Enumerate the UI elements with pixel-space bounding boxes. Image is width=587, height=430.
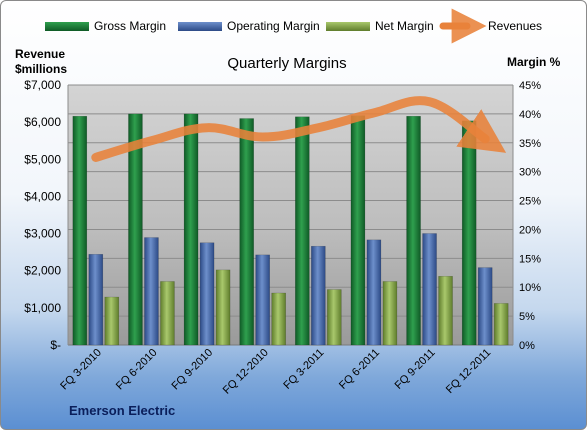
legend-revenues: Revenues — [439, 18, 542, 34]
category-label: FQ 6-2011 — [337, 347, 382, 392]
right-axis-label: Margin % — [507, 55, 561, 69]
company-name: Emerson Electric — [69, 403, 176, 418]
bar-gross-margin — [350, 115, 366, 346]
bar-net-margin — [160, 281, 175, 346]
left-axis-label: Revenue $millions — [15, 47, 67, 77]
left-tick-label: $- — [50, 338, 61, 352]
category-label: FQ 12-2011 — [444, 347, 493, 396]
right-tick-label: 20% — [519, 224, 541, 236]
bar-net-margin — [104, 296, 120, 346]
left-tick-label: $4,000 — [24, 189, 61, 203]
bar-net-margin — [382, 281, 398, 346]
left-tick-label: $3,000 — [24, 227, 61, 241]
legend-swatch-revenues — [439, 22, 483, 31]
bar-gross-margin — [128, 113, 143, 346]
revenue-line — [91, 96, 507, 162]
left-tick-label: $6,000 — [24, 115, 61, 129]
right-tick-label: 40% — [519, 109, 541, 121]
bar-gross-margin — [461, 120, 477, 346]
bar-net-margin — [327, 289, 342, 346]
category-label: FQ 12-2010 — [221, 347, 271, 397]
right-tick-label: 30% — [519, 167, 541, 179]
legend-net-margin: Net Margin — [326, 18, 434, 34]
bar-operating-margin — [144, 237, 159, 346]
bar-net-margin — [493, 303, 509, 346]
right-tick-label: 0% — [519, 340, 535, 352]
right-tick-label: 35% — [519, 138, 541, 150]
left-tick-label: $1,000 — [24, 301, 61, 315]
bar-net-margin — [215, 269, 231, 346]
category-label: FQ 3-2011 — [281, 347, 326, 392]
bar-operating-margin — [311, 245, 326, 346]
bar-operating-margin — [366, 239, 382, 346]
legend-swatch-operating-margin — [178, 21, 222, 31]
bar-series — [72, 113, 509, 346]
bar-gross-margin — [295, 116, 310, 346]
category-label: FQ 9-2010 — [170, 347, 216, 393]
bar-net-margin — [438, 275, 453, 346]
right-tick-label: 10% — [519, 282, 541, 294]
legend-swatch-net-margin — [326, 21, 370, 31]
category-label: FQ 3-2010 — [58, 347, 104, 393]
bar-gross-margin — [239, 118, 254, 346]
legend-gross-margin: Gross Margin — [45, 18, 166, 34]
left-axis-label-line-1: Revenue — [15, 47, 66, 61]
legend-swatch-gross-margin — [45, 21, 89, 31]
left-tick-label: $2,000 — [24, 264, 61, 278]
bar-net-margin — [271, 292, 286, 346]
legend-label-net-margin: Net Margin — [375, 19, 434, 33]
bar-gross-margin — [183, 113, 199, 346]
legend-label-operating-margin: Operating Margin — [227, 19, 320, 33]
bar-gross-margin — [406, 115, 421, 346]
legend-operating-margin: Operating Margin — [178, 18, 320, 34]
bar-gross-margin — [72, 115, 88, 346]
right-tick-label: 45% — [519, 80, 541, 92]
chart-title: Quarterly Margins — [227, 55, 347, 72]
bar-operating-margin — [477, 267, 493, 346]
legend-label-revenues: Revenues — [488, 19, 543, 33]
left-axis-label-line-2: $millions — [15, 62, 68, 76]
category-label: FQ 9-2011 — [393, 347, 438, 392]
bar-operating-margin — [255, 254, 270, 346]
legend-label-gross-margin: Gross Margin — [94, 19, 167, 33]
bar-operating-margin — [422, 233, 437, 346]
left-tick-label: $7,000 — [24, 78, 61, 92]
category-label: FQ 6-2010 — [114, 347, 160, 393]
revenue-line-path — [91, 96, 507, 162]
right-tick-label: 5% — [519, 311, 535, 323]
bar-operating-margin — [88, 254, 104, 346]
bar-operating-margin — [199, 242, 215, 346]
right-tick-label: 25% — [519, 196, 541, 208]
left-tick-label: $5,000 — [24, 152, 61, 166]
right-tick-label: 15% — [519, 253, 541, 265]
